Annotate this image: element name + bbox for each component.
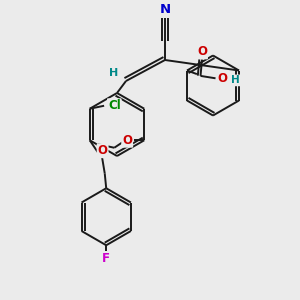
Text: N: N xyxy=(159,3,171,16)
Text: Cl: Cl xyxy=(108,99,121,112)
Text: O: O xyxy=(197,45,207,58)
Text: H: H xyxy=(231,75,240,85)
Text: O: O xyxy=(217,72,227,86)
Text: H: H xyxy=(109,68,118,78)
Text: F: F xyxy=(102,252,110,265)
Text: O: O xyxy=(98,144,108,157)
Text: O: O xyxy=(122,134,132,147)
